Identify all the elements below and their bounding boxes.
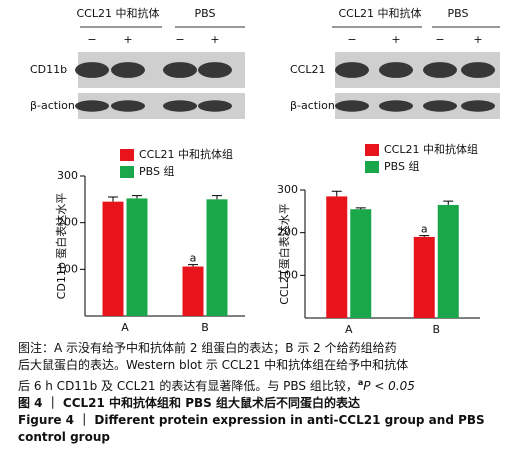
legend-swatch	[120, 166, 134, 178]
blot-sign: −	[175, 33, 184, 46]
blot-sign: +	[123, 33, 132, 46]
y-tick-label: 300	[277, 183, 298, 196]
bar	[206, 199, 228, 316]
title-cn: 图 4 ｜ CCL21 中和抗体组和 PBS 组大鼠术后不同蛋白的表达	[18, 396, 360, 410]
significance: a	[421, 223, 428, 236]
note-text: 后 6 h CD11b 及 CCL21 的表达有显著降低。与 PBS 组比较，	[18, 379, 358, 393]
bar	[437, 204, 459, 318]
error-bar	[443, 200, 454, 205]
x-tick-label: A	[345, 323, 353, 336]
legend-swatch	[120, 149, 134, 161]
error-bar	[355, 207, 366, 210]
sig-mark: a	[357, 378, 364, 387]
legend-swatch	[365, 144, 379, 156]
blot-band	[163, 62, 197, 78]
y-tick-label: 200	[277, 226, 298, 239]
blot-band	[461, 100, 495, 112]
x-tick-label: B	[201, 321, 209, 334]
blot-band	[163, 100, 197, 112]
legend-label: CCL21 中和抗体组	[384, 142, 478, 156]
blot-header: CCL21 中和抗体	[77, 6, 160, 20]
bar	[182, 266, 204, 316]
legend-label: CCL21 中和抗体组	[139, 147, 233, 161]
x-tick-label: A	[121, 321, 129, 334]
title-en: control group	[18, 430, 110, 444]
blot-header: PBS	[195, 7, 216, 20]
blot-band	[423, 62, 457, 78]
blot-row-label: CCL21	[290, 63, 326, 76]
legend-label: PBS 组	[139, 164, 174, 178]
error-bar	[108, 196, 118, 202]
blot-band	[75, 62, 109, 78]
note-line: 后大鼠蛋白的表达。Western blot 示 CCL21 中和抗体组在给予中和…	[18, 358, 409, 372]
blot-band	[111, 62, 145, 78]
blot-band	[335, 62, 369, 78]
title-en: Figure 4 ｜ Different protein expression …	[18, 413, 485, 427]
bar	[102, 201, 124, 316]
note-line: 后 6 h CD11b 及 CCL21 的表达有显著降低。与 PBS 组比较，a…	[18, 374, 508, 395]
blot-band	[379, 62, 413, 78]
legend-label: PBS 组	[384, 159, 419, 173]
blot-sign: −	[347, 33, 356, 46]
blot-band	[111, 100, 145, 112]
note-line: 图注：A 示没有给予中和抗体前 2 组蛋白的表达；B 示 2 个给药组给药	[18, 341, 397, 355]
blot-band	[423, 100, 457, 112]
blot-sign: −	[87, 33, 96, 46]
error-bar	[419, 235, 430, 237]
y-axis-label: CD11b 蛋白表达水平	[54, 193, 68, 300]
blot-band	[461, 62, 495, 78]
bar	[126, 198, 148, 316]
blot-row-label: β-action	[290, 99, 335, 112]
blot-sign: +	[473, 33, 482, 46]
blot-band	[75, 100, 109, 112]
blot-sign: +	[391, 33, 400, 46]
blot-row-label: CD11b	[30, 63, 67, 76]
blot-header: CCL21 中和抗体	[339, 6, 422, 20]
sig-text: P < 0.05	[363, 379, 415, 393]
y-tick-label: 300	[57, 169, 78, 182]
blot-row-label: β-action	[30, 99, 75, 112]
blot-band	[198, 100, 232, 112]
legend-swatch	[365, 161, 379, 173]
bar	[326, 196, 348, 318]
blot-band	[379, 100, 413, 112]
blot-sign: +	[210, 33, 219, 46]
blot-header: PBS	[448, 7, 469, 20]
error-bar	[331, 190, 342, 197]
bar	[413, 236, 435, 318]
y-tick-label: 100	[57, 262, 78, 275]
caption: 图注：A 示没有给予中和抗体前 2 组蛋白的表达；B 示 2 个给药组给药 后大…	[18, 340, 508, 446]
blot-sign: −	[435, 33, 444, 46]
error-bar	[212, 195, 222, 200]
error-bar	[188, 264, 198, 267]
blot-band	[198, 62, 232, 78]
significance: a	[190, 252, 197, 265]
x-tick-label: B	[432, 323, 440, 336]
bar	[350, 209, 372, 318]
error-bar	[132, 195, 142, 199]
y-tick-label: 200	[57, 216, 78, 229]
blot-band	[335, 100, 369, 112]
y-tick-label: 100	[277, 268, 298, 281]
y-axis-label: CCL21蛋白表达水平	[277, 203, 291, 305]
